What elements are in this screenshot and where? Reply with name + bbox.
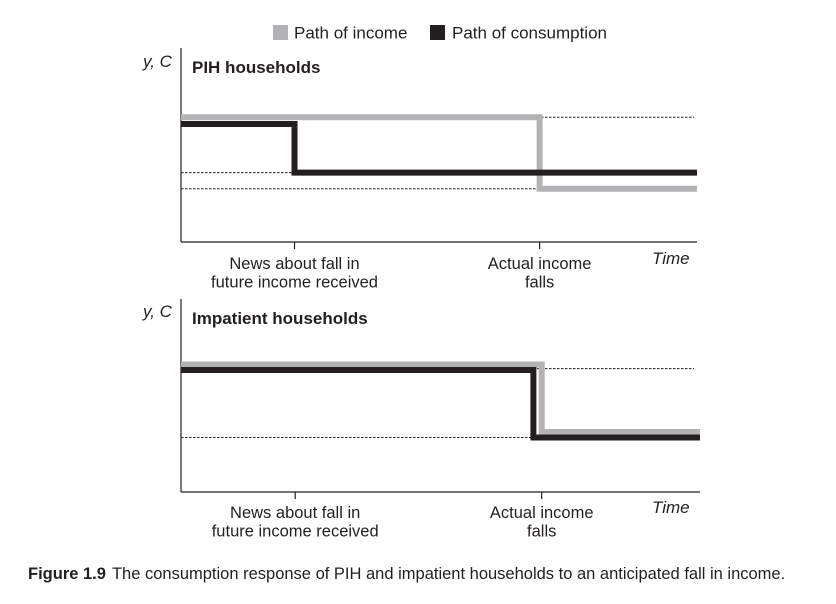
y-axis-label: y, C (142, 52, 173, 71)
x-axis-label: Time (652, 249, 690, 268)
legend-label-consumption: Path of consumption (452, 24, 607, 43)
x-tick-label-line: Actual income (488, 255, 592, 273)
panel-title: PIH households (192, 58, 320, 77)
series-lines (181, 114, 697, 192)
x-tick-label-line: News about fall in (230, 504, 360, 522)
x-tick-label-line: future income received (212, 523, 379, 541)
reference-lines (181, 116, 694, 190)
income-path-line (181, 361, 700, 436)
legend-swatch-consumption (430, 25, 445, 40)
panel-pih: y, C PIH households News about fall in fu… (142, 48, 697, 292)
legend-swatch-income (273, 25, 288, 40)
x-tick-label-line: News about fall in (229, 255, 359, 273)
reference-lines (181, 368, 694, 438)
x-tick-label-line: future income received (211, 274, 378, 292)
x-tick-label-line: falls (525, 274, 554, 292)
x-tick-label-1: Actual income falls (490, 504, 594, 541)
legend-label-income: Path of income (294, 24, 407, 43)
panel-impatient: y, C Impatient households News about fal… (142, 299, 700, 541)
x-axis-label: Time (652, 498, 690, 517)
consumption-path-line (181, 121, 697, 176)
x-tick-label-line: falls (527, 523, 556, 541)
consumption-path-line (181, 366, 700, 441)
x-tick-label-0: News about fall in future income received (212, 504, 379, 541)
x-tick-label-0: News about fall in future income received (211, 255, 378, 292)
series-lines (181, 361, 700, 441)
figure-caption-text: The consumption response of PIH and impa… (112, 565, 785, 583)
legend: Path of income Path of consumption (273, 24, 607, 43)
figure-caption: Figure 1.9 The consumption response of PI… (28, 565, 785, 583)
x-tick-label-line: Actual income (490, 504, 594, 522)
x-ticks: News about fall in future income received… (212, 492, 594, 541)
x-tick-label-1: Actual income falls (488, 255, 592, 292)
panel-title: Impatient households (192, 309, 368, 328)
x-ticks: News about fall in future income received… (211, 242, 591, 292)
figure-caption-label: Figure 1.9 (28, 565, 106, 583)
y-axis-label: y, C (142, 302, 173, 321)
income-path-line (181, 114, 697, 192)
